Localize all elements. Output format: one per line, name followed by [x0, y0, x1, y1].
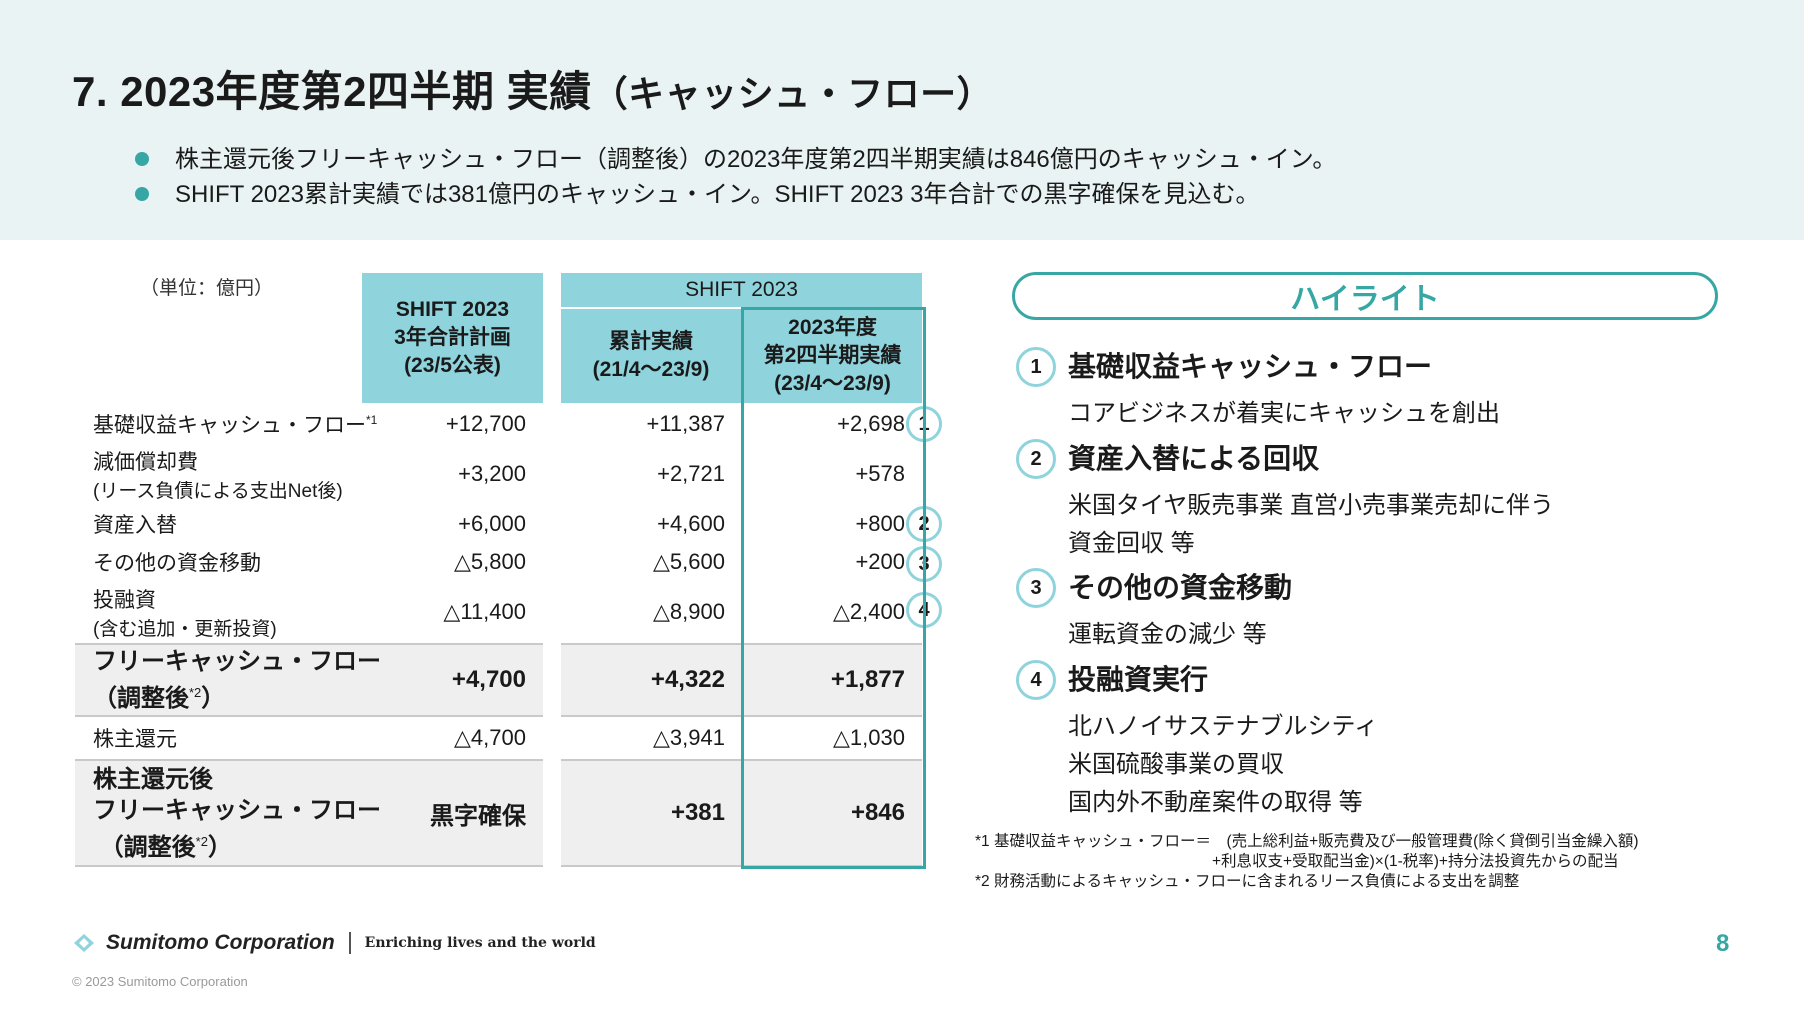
- row-label: 基礎収益キャッシュ・フロー*1: [93, 413, 378, 437]
- cell-cumulative: +11,387: [646, 411, 725, 436]
- row-label: 株主還元: [93, 728, 177, 751]
- cell-cumulative: △5,600: [653, 549, 725, 574]
- badge-4-icon: 4: [1016, 660, 1056, 700]
- cell-plan: +3,200: [458, 461, 526, 486]
- table-row: 投融資 (含む追加・更新投資) △11,400 △8,900 △2,400: [75, 581, 922, 643]
- badge-3-icon: 3: [906, 546, 942, 582]
- cell-cumulative: +2,721: [657, 461, 725, 486]
- divider: [75, 759, 543, 761]
- page-title-sub: （キャッシュ・フロー）: [591, 73, 994, 114]
- bullet-item: SHIFT 2023累計実績では381億円のキャッシュ・イン。SHIFT 202…: [135, 177, 1336, 212]
- cell-plan: △5,800: [454, 549, 526, 574]
- row-label: その他の資金移動: [93, 552, 261, 575]
- highlight-text: コアビジネスが着実にキャッシュを創出: [1068, 400, 1500, 427]
- tagline: Enriching lives and the world: [364, 935, 596, 951]
- sumitomo-mark-icon: [74, 934, 94, 952]
- table-row-total: フリーキャッシュ・フロー （調整後*2） +4,700 +4,322 +1,877: [75, 645, 922, 715]
- row-label: 減価償却費 (リース負債による支出Net後): [93, 450, 343, 502]
- col-header-cumulative: 累計実績 (21/4～23/9): [561, 309, 741, 403]
- cell-q2: +578: [855, 461, 905, 486]
- divider: [561, 865, 922, 867]
- bullet-dot-icon: [135, 187, 149, 201]
- row-label: 資産入替: [93, 514, 177, 537]
- row-label: 投融資 (含む追加・更新投資): [93, 588, 277, 640]
- cell-q2: +846: [850, 799, 905, 826]
- cell-cumulative: △8,900: [653, 599, 725, 624]
- cell-q2: +1,877: [830, 666, 905, 693]
- header-band: [0, 0, 1804, 240]
- cell-q2: △1,030: [833, 725, 905, 750]
- cell-q2: +2,698: [837, 411, 905, 436]
- row-label: フリーキャッシュ・フロー （調整後*2）: [93, 648, 381, 712]
- highlight-text: 北ハノイサステナブルシティ 米国硫酸事業の買収 国内外不動産案件の取得 等: [1068, 713, 1379, 816]
- page-number: 8: [1716, 930, 1730, 957]
- bullet-text: SHIFT 2023累計実績では381億円のキャッシュ・イン。SHIFT 202…: [175, 181, 1260, 208]
- cell-cumulative: +4,322: [650, 666, 725, 693]
- cell-plan: △11,400: [443, 599, 526, 624]
- company-name: Sumitomo Corporation: [106, 931, 335, 954]
- cell-cumulative: △3,941: [653, 725, 725, 750]
- badge-4-icon: 4: [906, 592, 942, 628]
- highlight-header: ハイライト: [1012, 272, 1718, 320]
- cell-q2: +800: [855, 511, 905, 536]
- badge-1-icon: 1: [1016, 347, 1056, 387]
- divider: [75, 643, 543, 645]
- cell-q2: △2,400: [833, 599, 905, 624]
- cell-plan: +4,700: [451, 666, 526, 693]
- divider: [75, 865, 543, 867]
- highlight-title: 投融資実行: [1068, 664, 1209, 695]
- highlight-title: その他の資金移動: [1068, 572, 1293, 603]
- footnotes: *1 基礎収益キャッシュ・フロー＝ (売上総利益+販売費及び一般管理費(除く貸倒…: [975, 833, 1639, 890]
- col-header-q2: 2023年度 第2四半期実績 (23/4～23/9): [743, 309, 922, 403]
- cell-plan: +6,000: [458, 511, 526, 536]
- cell-q2: +200: [855, 549, 905, 574]
- table-row: 資産入替 +6,000 +4,600 +800: [75, 505, 922, 543]
- highlight-title: 資産入替による回収: [1068, 443, 1320, 474]
- bullet-text: 株主還元後フリーキャッシュ・フロー（調整後）の2023年度第2四半期実績は846…: [175, 146, 1337, 173]
- cell-plan: △4,700: [454, 725, 526, 750]
- badge-3-icon: 3: [1016, 568, 1056, 608]
- table-row: 株主還元 △4,700 △3,941 △1,030: [75, 717, 922, 759]
- cell-cumulative: +381: [670, 799, 725, 826]
- highlight-text: 米国タイヤ販売事業 直営小売事業売却に伴う 資金回収 等: [1068, 492, 1554, 557]
- badge-1-icon: 1: [906, 406, 942, 442]
- col-group-header: SHIFT 2023: [561, 273, 922, 307]
- cell-plan: +12,700: [445, 411, 526, 436]
- table-row: 減価償却費 (リース負債による支出Net後) +3,200 +2,721 +578: [75, 443, 922, 505]
- col-header-plan: SHIFT 2023 3年合計計画 (23/5公表): [362, 273, 543, 403]
- cell-cumulative: +4,600: [657, 511, 725, 536]
- highlight-title: 基礎収益キャッシュ・フロー: [1068, 351, 1433, 382]
- bullet-item: 株主還元後フリーキャッシュ・フロー（調整後）の2023年度第2四半期実績は846…: [135, 142, 1336, 177]
- copyright: © 2023 Sumitomo Corporation: [72, 974, 248, 989]
- divider: [75, 715, 543, 717]
- bullet-dot-icon: [135, 152, 149, 166]
- company-logo: Sumitomo Corporation Enriching lives and…: [72, 928, 596, 958]
- divider: [348, 932, 351, 954]
- table-row-total: 株主還元後 フリーキャッシュ・フロー （調整後*2） 黒字確保 +381 +846: [75, 761, 922, 865]
- badge-2-icon: 2: [1016, 439, 1056, 479]
- badge-2-icon: 2: [906, 506, 942, 542]
- highlight-text: 運転資金の減少 等: [1068, 621, 1267, 648]
- cell-plan: 黒字確保: [430, 802, 526, 830]
- page-title: 7. 2023年度第2四半期 実績（キャッシュ・フロー）: [72, 58, 993, 119]
- row-label: 株主還元後 フリーキャッシュ・フロー （調整後*2）: [93, 765, 381, 861]
- summary-bullets: 株主還元後フリーキャッシュ・フロー（調整後）の2023年度第2四半期実績は846…: [135, 142, 1336, 212]
- page-title-main: 7. 2023年度第2四半期 実績: [72, 68, 592, 115]
- unit-label: （単位：億円）: [140, 278, 274, 299]
- table-row: その他の資金移動 △5,800 △5,600 +200: [75, 543, 922, 581]
- table-row: 基礎収益キャッシュ・フロー*1 +12,700 +11,387 +2,698: [75, 405, 922, 443]
